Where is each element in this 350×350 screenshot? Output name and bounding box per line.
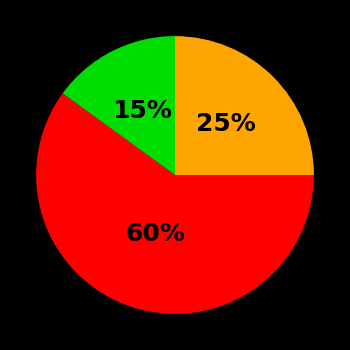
Text: 15%: 15% bbox=[112, 99, 172, 122]
Wedge shape bbox=[175, 36, 314, 175]
Text: 60%: 60% bbox=[126, 223, 186, 246]
Wedge shape bbox=[36, 93, 314, 314]
Wedge shape bbox=[63, 36, 175, 175]
Text: 25%: 25% bbox=[196, 112, 256, 136]
